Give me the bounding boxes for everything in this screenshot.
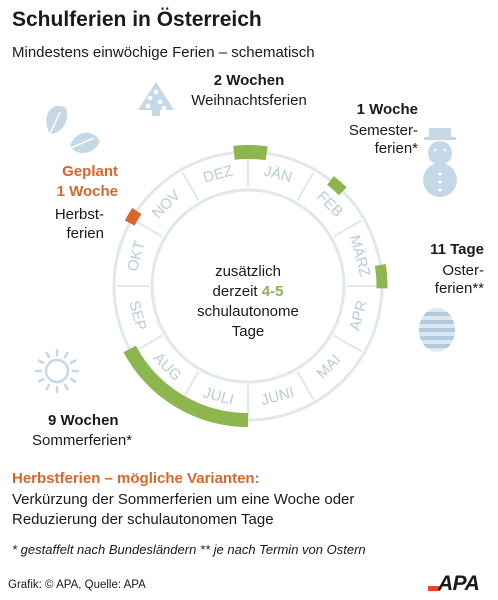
month-label: DEZ [201,162,234,186]
easter-arc [374,264,388,289]
month-divider [333,219,362,238]
sun-ray [63,383,70,391]
month-divider [296,172,315,201]
autumn-name-line2: ferien [66,225,104,242]
semester-name-line2: ferien* [374,140,418,157]
center-line2: derzeit 4-5 [178,282,318,302]
autumn-duration: 1 Woche [56,183,118,200]
sun-ray [63,351,70,359]
page-title: Schulferien in Österreich [12,8,262,31]
autumn-name-line1: Herbst- [54,206,104,223]
easter-egg-icon [419,308,455,352]
center-line2-prefix: derzeit [212,283,258,300]
credit: Grafik: © APA, Quelle: APA [8,579,146,591]
month-dividers [117,155,379,417]
easter-name-line1: Oster- [442,262,484,279]
summer-arc [123,345,249,427]
sun-ray [44,351,51,359]
christmas-name: Weihnachtsferien [191,92,307,109]
logo-bar [428,586,440,591]
month-divider [333,334,362,353]
semester-name-line1: Semester- [348,122,418,139]
apa-logo: APA [438,572,480,595]
month-label: JUNI [259,384,296,409]
sun-ray [69,377,77,384]
footnote: * gestaffelt nach Bundesländern ** je na… [12,542,366,557]
easter-name-line2: ferien** [434,280,484,297]
sun-ray [37,377,45,384]
variants-text: Verkürzung der Sommerferien um eine Woch… [12,490,354,530]
sun-ray [69,358,77,365]
summer-name: Sommerferien* [32,432,133,449]
sun-ray [37,358,45,365]
month-divider [134,219,163,238]
sun-icon [35,349,79,393]
month-label: APR [346,298,370,332]
center-line1: zusätzlich [215,263,281,280]
page-subtitle: Mindestens einwöchige Ferien – schematis… [12,44,315,61]
month-divider [134,334,163,353]
autumn-arc [124,207,142,226]
sun-ray [44,383,51,391]
center-line2-value: 4-5 [261,283,284,300]
month-label: MÄRZ [346,233,373,278]
month-divider [181,172,200,201]
month-label: SEP [125,299,149,332]
center-line3: schulautonome [197,303,299,320]
snowman-icon [423,128,457,197]
center-line4: Tage [231,323,265,340]
variants-title: Herbstferien – mögliche Varianten: [12,470,260,487]
semester-arc [327,176,347,196]
month-divider [181,371,200,400]
semester-duration: 1 Woche [356,101,418,118]
autumn-status: Geplant [62,163,118,180]
month-label: JULI [201,384,235,408]
variants-line2: Reduzierung der schulautonomen Tage [12,511,274,528]
holiday-arcs [123,145,388,427]
christmas-arc [233,145,268,161]
christmas-tree-icon [138,82,174,116]
easter-duration: 11 Tage [430,241,484,258]
christmas-duration: 2 Wochen [213,72,285,89]
summer-duration: 9 Wochen [48,412,119,429]
leaves-icon [46,105,100,154]
month-divider [296,371,315,400]
month-label: OKT [124,239,148,273]
variants-line1: Verkürzung der Sommerferien um eine Woch… [12,491,355,508]
month-label: JÄN [262,163,294,187]
center-note: zusätzlich derzeit 4-5 schulautonome Tag… [178,262,318,342]
month-label: MAI [314,352,345,383]
